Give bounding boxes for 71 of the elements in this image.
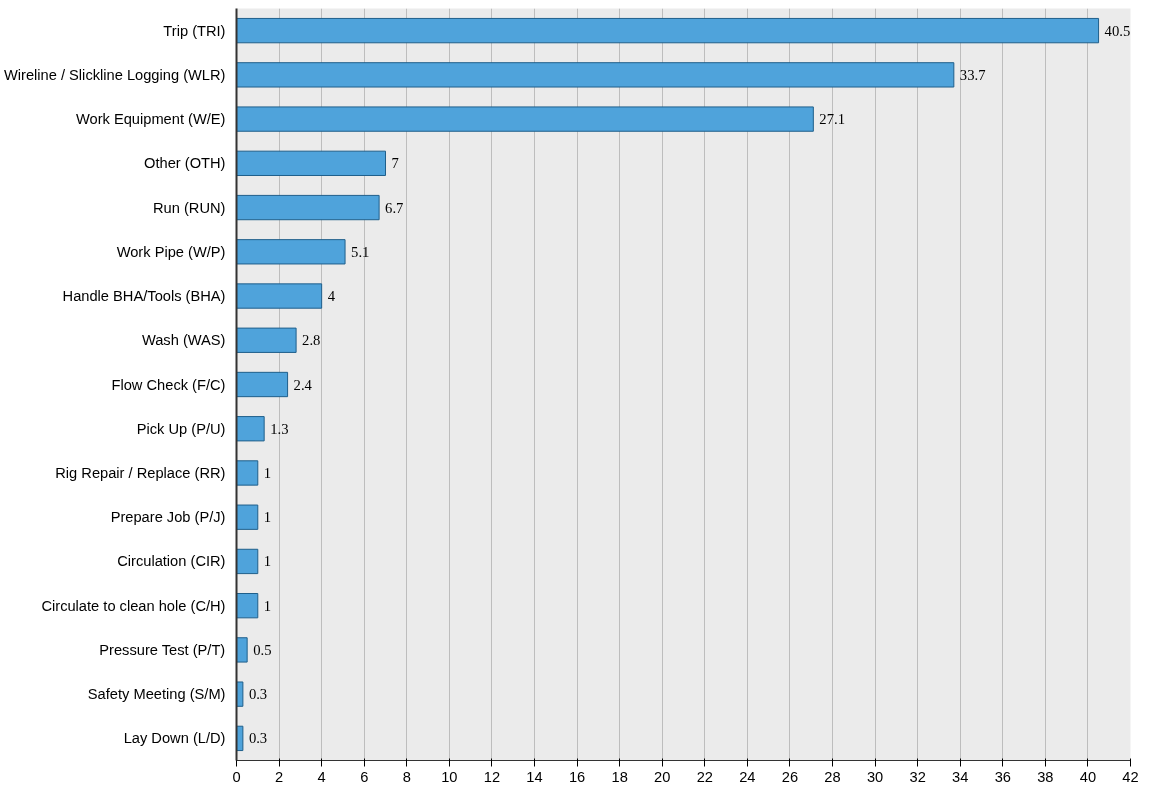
bar [236,593,259,619]
bar [236,106,814,132]
y-tick-label: Other (OTH) [144,155,226,172]
data-label: 7 [391,155,399,172]
bar [236,150,386,176]
x-tick-label: 30 [866,768,884,785]
bar [236,460,259,486]
y-tick-label: Handle BHA/Tools (BHA) [62,288,226,305]
y-tick-label: Lay Down (L/D) [123,730,226,747]
bar [236,327,297,353]
data-label: 5.1 [351,243,370,260]
y-tick-label: Trip (TRI) [163,22,226,39]
y-tick-label: Wireline / Slickline Logging (WLR) [3,66,226,83]
data-label: 27.1 [819,111,845,128]
data-label: 1.3 [270,420,289,437]
y-tick-label: Flow Check (F/C) [111,376,226,393]
x-tick-label: 16 [568,768,586,785]
bar [236,194,380,221]
y-tick-label: Wash (WAS) [141,332,226,349]
data-label: 0.5 [253,641,272,658]
data-label: 2.4 [293,376,313,393]
x-tick-label: 22 [696,768,713,785]
x-tick-label: 40 [1079,768,1097,785]
bar [236,239,346,265]
x-tick-label: 34 [952,768,969,785]
x-tick-label: 36 [994,768,1011,785]
x-tick-label: 6 [360,768,369,785]
data-label: 33.7 [959,66,986,83]
bar [236,416,265,442]
x-tick-label: 8 [402,768,411,785]
x-tick-label: 12 [483,768,501,785]
bar [236,371,289,398]
x-tick-label: 42 [1122,768,1139,785]
data-label: 1 [263,464,272,481]
data-label: 1 [263,509,272,526]
data-label: 4 [327,288,336,305]
x-tick-label: 38 [1037,768,1054,785]
x-tick-label: 24 [739,768,756,785]
y-tick-label: Circulation (CIR) [117,553,226,570]
data-label: 1 [263,553,272,570]
data-label: 1 [263,597,272,614]
bar [236,548,259,575]
bar [236,504,259,530]
x-tick-label: 20 [654,768,671,785]
data-label: 0.3 [248,730,268,747]
bar [236,62,955,88]
x-tick-label: 28 [824,768,841,785]
y-tick-label: Rig Repair / Replace (RR) [55,464,226,481]
y-tick-label: Work Pipe (W/P) [116,243,226,260]
x-tick-label: 0 [232,768,241,785]
y-tick-label: Pick Up (P/U) [136,420,226,437]
data-label: 40.5 [1104,22,1131,39]
x-tick-label: 32 [909,768,926,785]
bar [236,17,1100,44]
data-label: 2.8 [302,332,321,349]
bar [236,283,323,309]
x-tick-label: 18 [611,768,628,785]
x-tick-label: 2 [275,768,284,785]
y-tick-label: Pressure Test (P/T) [99,641,226,658]
x-tick-label: 14 [526,768,543,785]
x-tick-label: 10 [441,768,458,785]
data-label: 0.3 [248,686,268,703]
y-tick-label: Safety Meeting (S/M) [87,686,226,703]
y-tick-label: Circulate to clean hole (C/H) [41,597,226,614]
x-tick-label: 26 [781,768,799,785]
y-tick-label: Run (RUN) [153,199,226,216]
data-label: 6.7 [385,199,404,216]
y-tick-label: Prepare Job (P/J) [110,509,226,526]
bar [236,637,248,663]
y-tick-label: Work Equipment (W/E) [75,111,226,128]
x-tick-label: 4 [317,768,326,785]
